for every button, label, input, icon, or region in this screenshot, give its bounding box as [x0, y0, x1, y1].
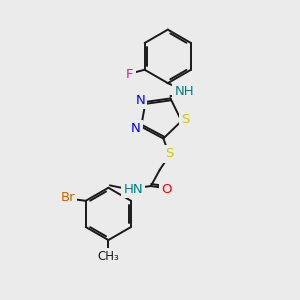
Text: N: N	[131, 122, 141, 135]
Text: CH₃: CH₃	[98, 250, 119, 263]
Text: NH: NH	[174, 85, 194, 98]
Text: HN: HN	[123, 182, 143, 196]
Text: Br: Br	[61, 191, 75, 204]
Text: N: N	[135, 94, 145, 107]
Text: S: S	[181, 113, 189, 126]
Text: O: O	[161, 182, 172, 196]
Text: S: S	[165, 148, 173, 160]
Text: F: F	[126, 68, 134, 81]
